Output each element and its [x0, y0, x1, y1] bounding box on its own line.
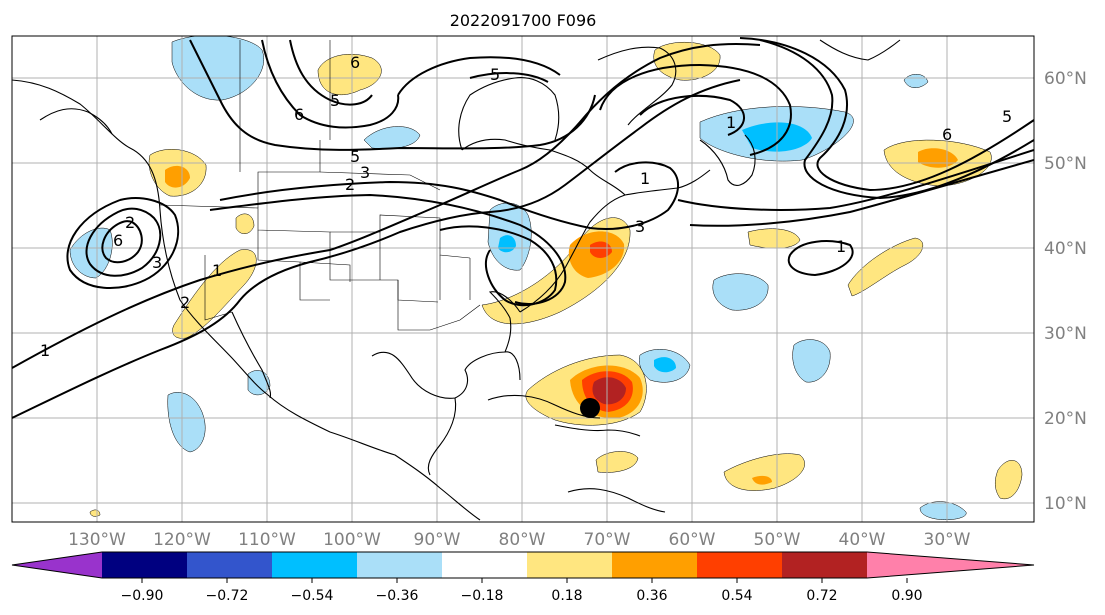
contour-label: 1 — [40, 341, 50, 360]
colorbar-segment — [442, 552, 527, 578]
colorbar-outline — [11, 551, 1035, 579]
negative-anomaly-region — [792, 339, 831, 383]
contour-label: 1 — [726, 113, 736, 132]
lon-label: 100°W — [323, 530, 381, 550]
colorbar-segment — [272, 552, 357, 578]
map-panel: 1 2 3 5 6 6 5 3 2 1 6 5 3 1 2 1 1 5 6 — [11, 35, 1035, 523]
storm-center-marker — [580, 398, 600, 418]
colorbar-segment — [697, 552, 782, 578]
colorbar-tick-label: −0.90 — [121, 588, 164, 604]
positive-anomaly-region — [752, 475, 772, 485]
lat-label: 20°N — [1044, 409, 1087, 429]
colorbar-tick-label: −0.18 — [461, 588, 504, 604]
positive-anomaly-region — [235, 213, 255, 234]
gridlines — [12, 36, 1034, 522]
contour-label: 6 — [350, 53, 360, 72]
positive-anomaly-region — [747, 228, 801, 249]
contour-label: 3 — [635, 217, 645, 236]
negative-anomaly-region — [919, 501, 967, 520]
lon-label: 60°W — [669, 530, 716, 550]
colorbar-tick-label: −0.72 — [206, 588, 249, 604]
colorbar-segment — [357, 552, 442, 578]
lat-label: 10°N — [1044, 494, 1087, 514]
colorbar-tick-label: 0.72 — [806, 588, 837, 604]
contour-label: 6 — [113, 231, 123, 250]
colorbar-tick-label: 0.18 — [551, 588, 582, 604]
lat-label: 40°N — [1044, 239, 1087, 259]
lon-label: 30°W — [924, 530, 971, 550]
colorbar-ticks: −0.90 −0.72 −0.54 −0.36 −0.18 0.18 0.36 … — [121, 578, 923, 604]
contour-label: 5 — [490, 65, 500, 84]
positive-anomaly-region — [172, 249, 257, 339]
lon-label: 70°W — [584, 530, 631, 550]
contour-label: 6 — [294, 105, 304, 124]
lon-label: 50°W — [754, 530, 801, 550]
contour-lines — [12, 37, 1034, 419]
political-borders — [159, 40, 481, 331]
positive-anomaly-region — [592, 377, 626, 405]
map-frame — [11, 35, 1035, 523]
colorbar-segment — [102, 552, 187, 578]
contour-label: 3 — [152, 253, 162, 272]
colorbar-segment — [782, 552, 867, 578]
colorbar-extend-low — [12, 552, 102, 578]
negative-anomaly-region — [69, 227, 113, 279]
map-title: 2022091700 F096 — [450, 11, 597, 30]
colorbar-tick-label: 0.54 — [721, 588, 752, 604]
colorbar-segment — [612, 552, 697, 578]
shaded-field — [69, 36, 1023, 520]
lat-label: 60°N — [1044, 69, 1087, 89]
longitude-labels: 130°W 120°W 110°W 100°W 90°W 80°W 70°W 6… — [68, 530, 971, 550]
latitude-labels: 60°N 50°N 40°N 30°N 20°N 10°N — [1044, 69, 1087, 514]
colorbar-tick-label: −0.36 — [376, 588, 419, 604]
colorbar-extend-high — [867, 552, 1034, 578]
contour-label: 6 — [942, 125, 952, 144]
colorbar: −0.90 −0.72 −0.54 −0.36 −0.18 0.18 0.36 … — [11, 551, 1035, 604]
contour-label: 2 — [345, 175, 355, 194]
coastlines — [12, 39, 901, 521]
lon-label: 130°W — [68, 530, 126, 550]
contour-labels: 1 2 3 5 6 6 5 3 2 1 6 5 3 1 2 1 1 5 6 — [40, 53, 1012, 360]
lon-label: 110°W — [238, 530, 296, 550]
lon-label: 40°W — [839, 530, 886, 550]
contour-label: 1 — [836, 237, 846, 256]
lon-label: 80°W — [499, 530, 546, 550]
lon-label: 120°W — [153, 530, 211, 550]
positive-anomaly-region — [165, 165, 190, 188]
negative-anomaly-region — [167, 392, 206, 453]
contour-label: 5 — [330, 91, 340, 110]
contour-label: 1 — [640, 169, 650, 188]
contour-label: 5 — [350, 147, 360, 166]
lon-label: 90°W — [414, 530, 461, 550]
contour-label: 3 — [360, 163, 370, 182]
colorbar-tick-label: 0.36 — [636, 588, 667, 604]
positive-anomaly-region — [317, 53, 382, 96]
colorbar-segment — [187, 552, 272, 578]
positive-anomaly-region — [723, 453, 805, 491]
positive-anomaly-region — [995, 460, 1023, 500]
lat-label: 50°N — [1044, 154, 1087, 174]
colorbar-segment — [527, 552, 612, 578]
colorbar-tick-label: 0.90 — [891, 588, 922, 604]
positive-anomaly-region — [89, 509, 101, 517]
negative-anomaly-region — [712, 273, 769, 311]
contour-label: 1 — [212, 261, 222, 280]
contour-label: 2 — [180, 293, 190, 312]
contour-label: 5 — [1002, 107, 1012, 126]
lat-label: 30°N — [1044, 324, 1087, 344]
colorbar-tick-label: −0.54 — [291, 588, 334, 604]
positive-anomaly-region — [847, 237, 924, 297]
negative-anomaly-region — [654, 357, 676, 373]
contour-label: 2 — [125, 213, 135, 232]
